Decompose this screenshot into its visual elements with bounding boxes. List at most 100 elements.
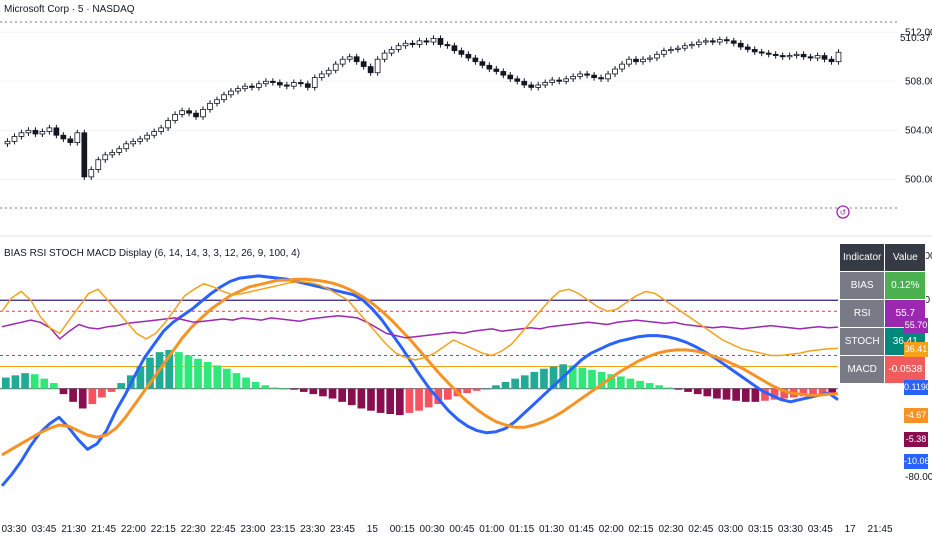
time-tick-label: 22:00 xyxy=(121,524,146,535)
candle-body xyxy=(563,78,570,82)
candle-body xyxy=(451,45,458,52)
candle-body xyxy=(276,82,283,86)
histogram-bar xyxy=(213,365,222,389)
candle-body xyxy=(716,39,723,43)
candle-body xyxy=(270,80,276,83)
histogram-bar xyxy=(203,362,212,389)
time-tick-label: 03:30 xyxy=(778,524,803,535)
histogram-bar xyxy=(30,374,39,389)
candle-body xyxy=(779,55,786,58)
candle-body xyxy=(32,129,39,135)
histogram-bar xyxy=(242,377,250,389)
candle-body xyxy=(723,39,730,42)
candle-body xyxy=(409,42,416,45)
histogram-bar xyxy=(78,388,87,409)
histogram-bar xyxy=(693,388,702,395)
macd-badge: 0.1190 xyxy=(904,380,931,395)
histogram-bar xyxy=(299,388,308,392)
table-header-value: Value xyxy=(884,243,927,272)
macd-line-badge: -10.06 xyxy=(904,454,930,469)
histogram-bar xyxy=(280,388,289,390)
price-tick-label: 512.00 xyxy=(905,27,932,38)
indicator-title: BIAS RSI STOCH MACD Display (6, 14, 14, … xyxy=(4,248,300,259)
histogram-badge: -5.38 xyxy=(904,432,928,447)
candle-body xyxy=(479,61,486,66)
candle-body xyxy=(165,120,171,129)
candle-body xyxy=(353,56,360,63)
histogram-bar xyxy=(770,388,779,400)
candle-body xyxy=(325,69,332,75)
candle-body xyxy=(514,78,521,82)
histogram-bar xyxy=(626,378,635,389)
candle-body xyxy=(626,58,632,65)
time-tick-label: 01:45 xyxy=(569,524,594,535)
candle-body xyxy=(570,75,576,80)
candle-body xyxy=(458,50,465,55)
dividend-marker-icon[interactable] xyxy=(836,205,850,219)
histogram-bar xyxy=(165,349,174,389)
candle-body xyxy=(807,56,814,59)
time-tick-label: 00:45 xyxy=(449,524,474,535)
histogram-bar xyxy=(588,369,596,389)
time-tick-label: 03:45 xyxy=(31,524,56,535)
histogram-bar xyxy=(636,380,644,389)
candle-body xyxy=(179,110,185,115)
candle-body xyxy=(542,82,549,86)
candle-body xyxy=(472,57,479,63)
histogram-bar xyxy=(597,372,606,389)
histogram-bar xyxy=(511,378,519,389)
candle-body xyxy=(228,90,234,96)
candle-body xyxy=(682,45,688,49)
histogram-bar xyxy=(2,377,10,389)
table-row: RSI 55.7 xyxy=(838,299,927,328)
price-tick-label: 508.00 xyxy=(905,76,932,87)
candle-body xyxy=(675,47,681,50)
candle-body xyxy=(605,73,611,80)
histogram-bar xyxy=(530,372,539,389)
candle-body xyxy=(46,127,53,132)
candle-body xyxy=(283,84,290,87)
histogram-bar xyxy=(818,388,827,395)
candle-body xyxy=(332,63,339,71)
histogram-bar xyxy=(251,381,260,389)
candle-body xyxy=(507,74,514,80)
candle-body xyxy=(668,49,674,52)
histogram-bar xyxy=(232,373,241,389)
candle-body xyxy=(290,82,297,87)
candle-body xyxy=(318,73,325,79)
histogram-bar xyxy=(261,385,270,389)
histogram-bar xyxy=(540,368,548,389)
histogram-bar xyxy=(751,388,760,402)
histogram-bar xyxy=(645,383,654,389)
histogram-bar xyxy=(98,388,106,398)
candle-body xyxy=(821,55,828,60)
price-tick-label: 504.00 xyxy=(905,125,932,136)
series-line-rsi xyxy=(1,314,839,340)
time-tick-label: 03:00 xyxy=(718,524,743,535)
candle-body xyxy=(102,154,109,161)
histogram-bar xyxy=(607,374,616,389)
table-row-name: BIAS xyxy=(838,271,886,300)
time-tick-label: 23:45 xyxy=(330,524,355,535)
histogram-bar xyxy=(732,388,740,401)
histogram-bar xyxy=(21,373,29,389)
candle-body xyxy=(500,71,507,76)
histogram-bar xyxy=(319,388,327,397)
histogram-bar xyxy=(146,357,154,389)
candle-body xyxy=(835,51,842,63)
candles xyxy=(4,35,842,180)
candle-body xyxy=(814,55,821,59)
candle-body xyxy=(18,132,25,137)
histogram-bar xyxy=(223,368,231,389)
candle-body xyxy=(416,40,423,45)
time-axis: 03:30 03:45 21:30 21:45 22:00 22:15 22:30 22:45… xyxy=(1,524,892,535)
histogram-bar xyxy=(780,388,789,399)
candle-body xyxy=(297,82,304,85)
candle-body xyxy=(130,140,137,145)
histogram-bar xyxy=(482,388,491,390)
histogram-bar xyxy=(616,376,625,389)
candle-body xyxy=(828,58,835,63)
candle-body xyxy=(444,44,451,47)
histogram-bar xyxy=(501,381,510,389)
